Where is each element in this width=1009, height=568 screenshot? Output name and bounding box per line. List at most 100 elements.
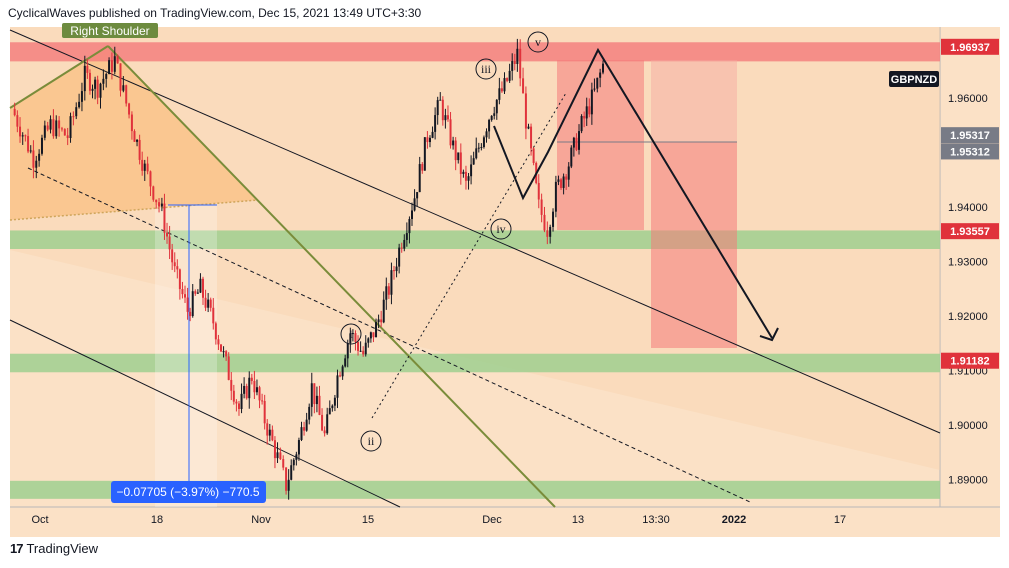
wave-label-circle[interactable] [360,430,382,452]
candle-body [369,332,372,339]
candle-body [522,78,525,94]
candle-body [130,114,133,132]
channel-upper-line[interactable] [9,29,941,434]
candle-body [395,266,398,272]
candle-body [380,319,383,323]
symbol-label[interactable]: GBPNZD [891,74,938,86]
candle-body [308,406,311,420]
short-position-target-2[interactable] [651,142,737,348]
wave-label-circle[interactable] [490,218,512,240]
candle-body [285,467,288,491]
pattern-label[interactable]: Right Shoulder [70,24,149,38]
candle-body [168,236,171,250]
wave-label-circle[interactable] [475,58,497,80]
price-label: 1.95312 [950,146,990,158]
tradingview-logo-icon: 17 [10,541,24,556]
candle-body [133,131,136,142]
support-zone[interactable] [10,353,940,373]
candle-body [227,356,230,380]
time-axis[interactable] [10,507,1000,537]
x-tick-label: Nov [251,514,271,526]
candle-body [385,286,388,300]
footer-brand[interactable]: TradingView [26,541,99,556]
candle-body [413,198,416,211]
candle-body [119,63,122,91]
candle-body [219,344,222,352]
candle-body [390,270,393,295]
candle-body [416,192,419,199]
candle-body [158,202,161,207]
pattern-label-bg [62,23,158,38]
candle-body [498,88,501,100]
price-label-bg [941,127,999,144]
shoulder-left-line[interactable] [9,45,109,109]
x-tick-label: 13 [572,514,584,526]
measure-label-bg [111,481,266,503]
wave-label-i: i [349,327,353,341]
wave-ii-trend-line[interactable] [371,92,567,419]
publish-attribution: CyclicalWaves published on TradingView.c… [8,6,422,20]
candle-body [173,262,176,267]
candle-body [511,61,514,71]
candle-body [189,311,192,317]
candle-body [152,186,155,200]
candle-body [354,333,357,342]
neckline[interactable] [9,199,259,221]
candle-body [128,103,131,115]
measure-label[interactable]: −0.07705 (−3.97%) −770.5 [116,485,259,499]
y-tick-label: 1.96000 [948,93,988,105]
candle-body [52,119,55,137]
shoulder-right-line[interactable] [107,45,556,508]
candle-body [336,375,339,398]
x-tick-label: Dec [482,514,502,526]
symbol-label-bg [889,71,939,87]
candle-body [268,429,271,436]
short-position-stop-2[interactable] [651,60,737,142]
candle-body [359,350,362,352]
candle-body [590,89,593,115]
candle-body [69,116,72,139]
candle-body [546,230,549,237]
wave-label-iii: iii [481,62,492,76]
price-axis[interactable] [940,27,1000,507]
candle-body [102,78,105,84]
candle-body [454,140,457,161]
resistance-zone[interactable] [10,42,940,62]
candle-body [480,147,483,149]
candle-body [554,181,557,212]
candle-body [16,115,19,127]
candle-body [155,199,158,203]
candle-body [66,135,69,139]
x-tick-label: Oct [31,514,48,526]
candle-body [457,152,460,161]
candle-body [105,74,108,79]
candle-body [446,115,449,120]
x-tick-label: 18 [151,514,163,526]
candle-body [176,266,179,270]
candle-body [60,128,63,130]
candle-body [472,158,475,165]
candle-body [333,397,336,406]
candle-body [434,115,437,132]
candle-body [508,70,511,81]
candle-body [351,333,354,335]
candle-body [530,126,533,149]
y-tick-label: 1.94000 [948,202,988,214]
candle-body [196,292,199,294]
candle-body [444,115,447,121]
projection-path[interactable] [493,47,773,339]
short-position-box-1[interactable] [557,60,644,230]
candle-body [398,247,401,267]
wave-label-circle[interactable] [340,323,362,345]
candle-body [475,148,478,159]
candle-body [482,137,485,148]
channel-lower-line[interactable] [9,319,401,508]
candle-body [488,119,491,132]
wave-label-circle[interactable] [527,31,549,53]
candle-body [108,60,111,75]
candle-body [364,342,367,355]
measure-area [155,205,217,507]
candle-body [186,297,189,312]
candle-body [225,351,228,357]
